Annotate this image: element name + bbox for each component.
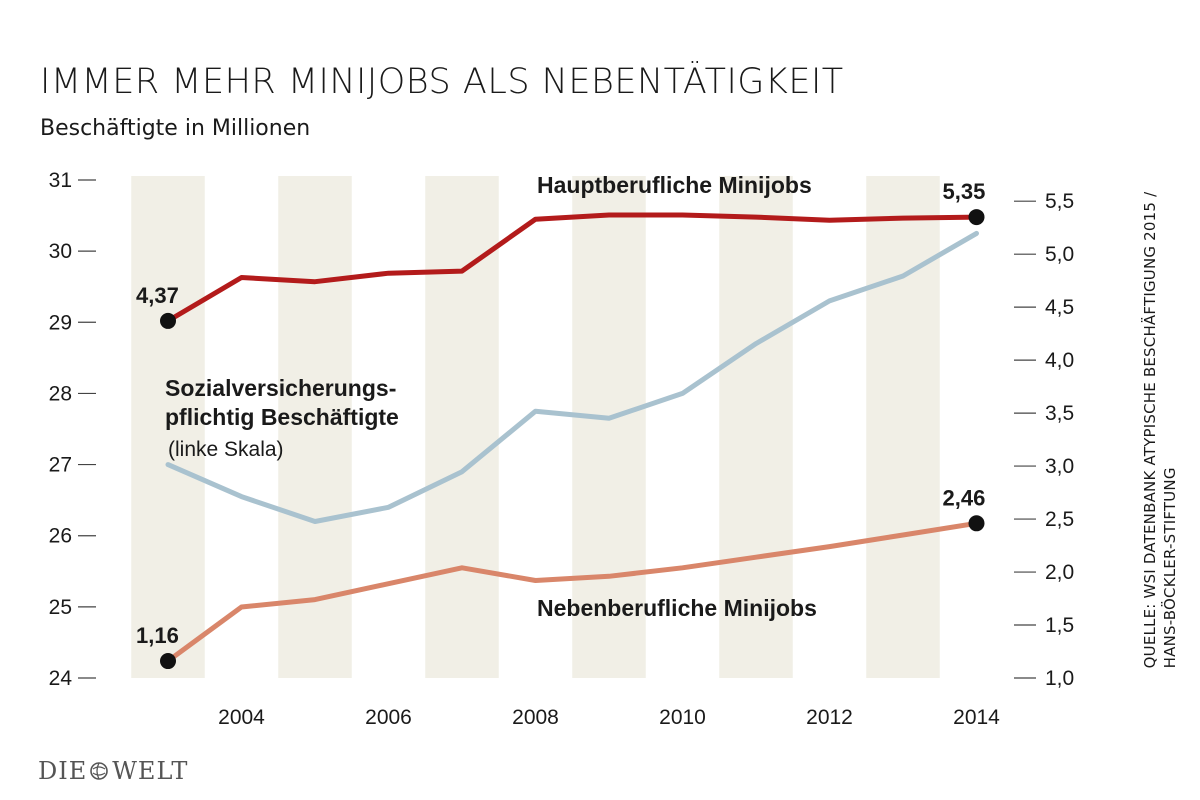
data-value-label: 5,35 — [943, 179, 986, 204]
data-value-label: 4,37 — [136, 283, 179, 308]
series-line — [165, 230, 979, 524]
background-bands — [131, 176, 940, 678]
shaded-band — [131, 176, 205, 678]
left-tick-label: 31 — [49, 169, 72, 192]
x-axis: 2004 2006 2008 2010 2012 2014 — [218, 706, 1000, 729]
logo-text-left: DIE — [38, 757, 88, 785]
x-tick-label: 2012 — [806, 706, 853, 729]
logo-text-right: WELT — [112, 757, 189, 785]
globe-icon — [90, 762, 109, 780]
series-label-haupt: Hauptberufliche Minijobs — [537, 172, 812, 198]
shaded-band — [425, 176, 499, 678]
data-point-marker — [160, 312, 176, 329]
right-tick-label: 1,5 — [1045, 614, 1074, 637]
chart-subtitle: Beschäftigte in Millionen — [40, 116, 311, 141]
left-tick-label: 26 — [49, 525, 72, 548]
shaded-band — [866, 176, 940, 678]
x-tick-label: 2010 — [659, 706, 706, 729]
right-tick-label: 3,0 — [1045, 455, 1074, 478]
left-tick-label: 25 — [49, 596, 72, 619]
right-tick-label: 4,0 — [1045, 349, 1074, 372]
shaded-band — [572, 176, 646, 678]
data-point-marker — [968, 209, 985, 226]
annotations: Hauptberufliche Minijobs Sozialversicher… — [165, 172, 817, 621]
x-tick-label: 2006 — [365, 706, 412, 729]
series-label-neben: Nebenberufliche Minijobs — [537, 595, 817, 621]
right-tick-label: 3,5 — [1045, 402, 1074, 425]
data-point-marker — [968, 515, 985, 532]
publisher-logo: DIE WELT — [38, 757, 188, 785]
chart-title: IMMER MEHR MINIJOBS ALS NEBENTÄTIGKEIT — [40, 62, 844, 102]
left-tick-label: 27 — [49, 454, 72, 477]
right-tick-label: 5,0 — [1045, 243, 1074, 266]
data-value-label: 1,16 — [136, 623, 179, 648]
left-tick-label: 30 — [49, 240, 72, 263]
left-tick-label: 29 — [49, 311, 72, 334]
source-line-2: HANS-BÖCKLER-STIFTUNG — [1161, 467, 1179, 669]
right-tick-label: 2,5 — [1045, 508, 1074, 531]
left-axis: 24 25 26 27 28 29 30 31 — [49, 169, 96, 690]
right-tick-label: 1,0 — [1045, 667, 1074, 690]
data-markers: 4,37 5,35 1,16 2,46 — [136, 179, 986, 670]
data-point-marker — [160, 653, 176, 670]
left-tick-label: 28 — [49, 382, 72, 405]
data-value-label: 2,46 — [943, 485, 986, 510]
series-line — [165, 212, 979, 324]
series-label-sozial-line1: Sozialversicherungs- — [165, 375, 396, 401]
x-tick-label: 2008 — [512, 706, 559, 729]
series-label-sozial-note: (linke Skala) — [168, 438, 284, 461]
left-tick-label: 24 — [49, 667, 73, 690]
source-note: QUELLE: WSI DATENBANK ATYPISCHE BESCHÄFT… — [1140, 192, 1180, 669]
shaded-band — [719, 176, 793, 678]
x-tick-label: 2014 — [953, 706, 1000, 729]
right-tick-label: 2,0 — [1045, 561, 1074, 584]
x-tick-label: 2004 — [218, 706, 265, 729]
right-axis: 1,0 1,5 2,0 2,5 3,0 3,5 4,0 4,5 5,0 5,5 — [1014, 190, 1074, 690]
series-label-sozial-line2: pflichtig Beschäftigte — [165, 404, 399, 430]
right-tick-label: 5,5 — [1045, 190, 1074, 213]
series-line — [165, 520, 979, 664]
source-line-1: QUELLE: WSI DATENBANK ATYPISCHE BESCHÄFT… — [1141, 191, 1159, 669]
series-lines — [165, 212, 979, 664]
right-tick-label: 4,5 — [1045, 296, 1074, 319]
